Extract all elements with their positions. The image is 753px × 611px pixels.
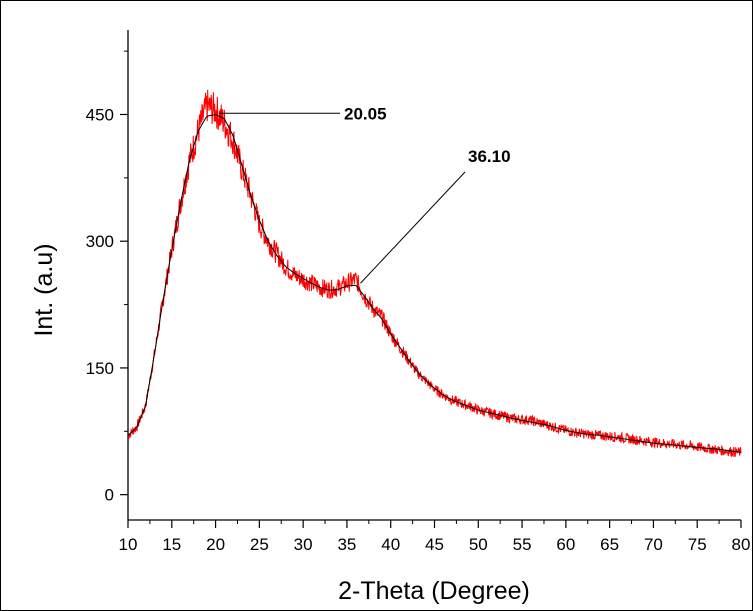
y-axis-title: Int. (a.u) <box>30 243 58 336</box>
x-tick-label: 55 <box>513 535 532 554</box>
x-tick-label: 20 <box>206 535 225 554</box>
annotation-label-36-10: 36.10 <box>468 147 511 166</box>
x-tick-label: 80 <box>732 535 751 554</box>
x-tick-label: 40 <box>381 535 400 554</box>
y-tick-label: 0 <box>105 486 114 505</box>
series-smoothed-line <box>127 114 742 453</box>
annotation-leader-36-10 <box>360 171 466 284</box>
y-tick-label: 150 <box>86 359 114 378</box>
x-tick-label: 30 <box>294 535 313 554</box>
axes: 10 15 20 25 30 35 40 45 50 55 60 65 70 75 80 0 150 300 450 <box>86 30 751 554</box>
series-raw-line <box>127 89 742 458</box>
x-axis-title: 2-Theta (Degree) <box>338 577 530 605</box>
x-tick-label: 75 <box>688 535 707 554</box>
x-tick-label: 65 <box>600 535 619 554</box>
x-tick-label: 45 <box>425 535 444 554</box>
series-group <box>127 89 742 458</box>
x-tick-label: 50 <box>469 535 488 554</box>
annotation-label-20-05: 20.05 <box>344 104 387 123</box>
annotations: 20.05 36.10 <box>219 104 511 284</box>
y-tick-label: 450 <box>86 105 114 124</box>
x-tick-label: 60 <box>556 535 575 554</box>
x-tick-label: 70 <box>644 535 663 554</box>
x-tick-label: 15 <box>162 535 181 554</box>
x-tick-label: 35 <box>337 535 356 554</box>
x-tick-label: 10 <box>119 535 138 554</box>
y-tick-label: 300 <box>86 232 114 251</box>
x-tick-label: 25 <box>250 535 269 554</box>
